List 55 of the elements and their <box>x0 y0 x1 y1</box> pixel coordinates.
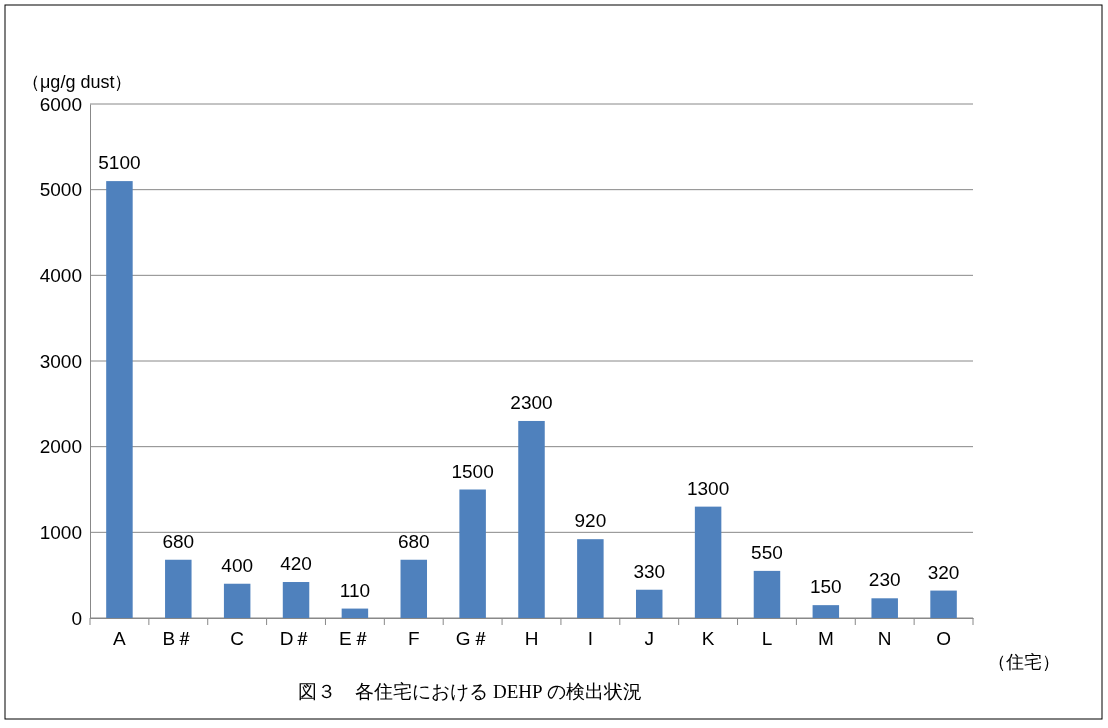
x-tick-label: L <box>761 628 773 650</box>
y-tick-label: 4000 <box>39 264 82 286</box>
data-label: 110 <box>339 579 371 601</box>
x-tick-label: D＃ <box>279 628 313 650</box>
x-tick-label: A <box>113 628 127 650</box>
data-label: 680 <box>162 530 195 552</box>
bar <box>577 539 604 618</box>
y-axis-title: （μg/g dust） <box>22 72 133 92</box>
data-label: 550 <box>751 541 783 563</box>
bar <box>930 590 957 618</box>
x-tick-label: N <box>877 628 892 650</box>
x-tick-label: G＃ <box>455 628 490 650</box>
data-label: 330 <box>633 560 666 582</box>
y-tick-label: 1000 <box>39 521 82 543</box>
data-label: 1300 <box>686 477 730 499</box>
x-tick-label: J <box>644 628 654 650</box>
bar <box>753 570 781 618</box>
bar <box>223 583 251 618</box>
y-tick-label: 2000 <box>39 436 82 458</box>
bar <box>812 605 840 618</box>
x-tick-label: H <box>524 628 539 650</box>
bar <box>694 506 722 618</box>
data-label: 2300 <box>510 391 553 413</box>
data-label: 920 <box>574 510 607 532</box>
bar <box>282 582 310 618</box>
data-label: 400 <box>221 554 254 576</box>
y-tick-label: 3000 <box>39 350 82 372</box>
data-label: 150 <box>809 576 842 598</box>
bar <box>400 559 428 618</box>
data-label: 1500 <box>451 460 494 482</box>
x-tick-label: F <box>407 628 420 650</box>
bar <box>871 598 898 618</box>
bar <box>459 489 486 618</box>
y-tick-label: 6000 <box>39 93 82 115</box>
text: 図３ 各住宅における DEHP の検出状況 <box>298 681 642 702</box>
y-tick-label: 5000 <box>39 179 82 201</box>
x-tick-label: E＃ <box>339 628 371 650</box>
data-label: 5100 <box>98 152 141 174</box>
bar <box>106 181 133 618</box>
x-tick-label: B＃ <box>162 628 195 650</box>
bar <box>518 420 545 618</box>
x-tick-label: I <box>587 628 594 650</box>
data-label: 230 <box>868 569 901 591</box>
bar <box>165 559 192 618</box>
bar <box>341 608 369 618</box>
x-tick-label: C <box>230 628 245 650</box>
x-tick-label: O <box>936 628 951 650</box>
x-tick-label: K <box>701 628 715 650</box>
data-label: 320 <box>927 561 960 583</box>
bar <box>635 589 663 618</box>
x-axis-title: （住宅） <box>988 652 1060 672</box>
data-label: 680 <box>397 530 430 552</box>
y-tick-label: 0 <box>71 607 82 629</box>
data-label: 420 <box>280 553 312 575</box>
x-tick-label: M <box>817 628 834 650</box>
